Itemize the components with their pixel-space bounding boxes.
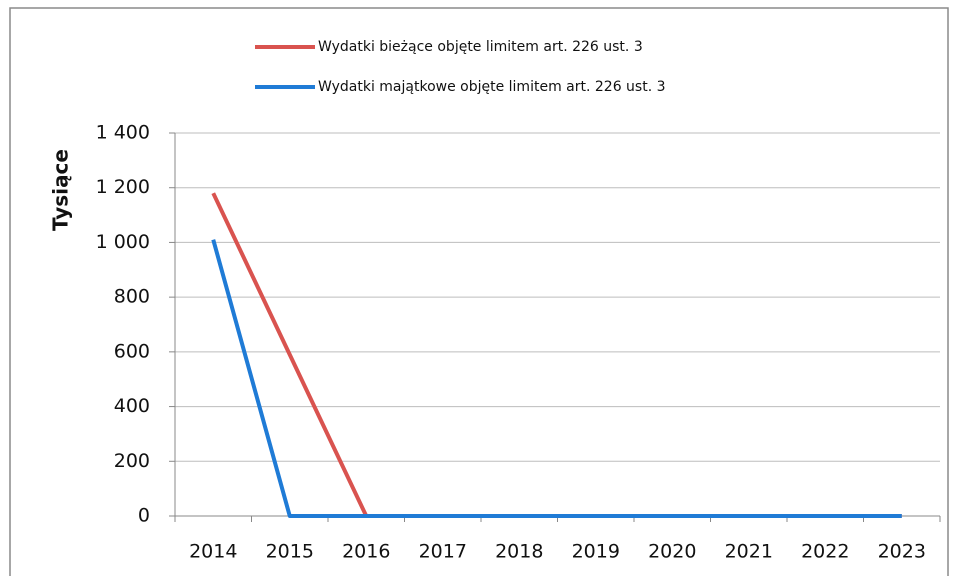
y-tick-label: 600 bbox=[114, 340, 150, 362]
y-tick-label: 200 bbox=[114, 450, 150, 472]
y-axis-label: Tysiące bbox=[49, 149, 73, 231]
x-tick-label: 2017 bbox=[419, 541, 467, 563]
x-tick-label: 2015 bbox=[266, 541, 314, 563]
x-tick-label: 2019 bbox=[572, 541, 620, 563]
legend-label: Wydatki bieżące objęte limitem art. 226 … bbox=[318, 39, 643, 55]
x-tick-label: 2016 bbox=[342, 541, 390, 563]
x-tick-label: 2018 bbox=[495, 541, 543, 563]
chart-frame bbox=[9, 7, 949, 576]
x-tick-label: 2021 bbox=[725, 541, 773, 563]
y-tick-label: 800 bbox=[114, 286, 150, 308]
y-tick-label: 1 000 bbox=[96, 231, 150, 253]
x-tick-label: 2014 bbox=[189, 541, 237, 563]
x-tick-label: 2022 bbox=[801, 541, 849, 563]
y-tick-label: 1 200 bbox=[96, 176, 150, 198]
x-tick-label: 2023 bbox=[878, 541, 926, 563]
x-tick-label: 2020 bbox=[648, 541, 696, 563]
y-tick-label: 1 400 bbox=[96, 122, 150, 144]
y-tick-label: 0 bbox=[138, 505, 150, 527]
legend-label: Wydatki majątkowe objęte limitem art. 22… bbox=[318, 79, 666, 95]
series-line bbox=[211, 239, 902, 518]
y-tick-label: 400 bbox=[114, 395, 150, 417]
